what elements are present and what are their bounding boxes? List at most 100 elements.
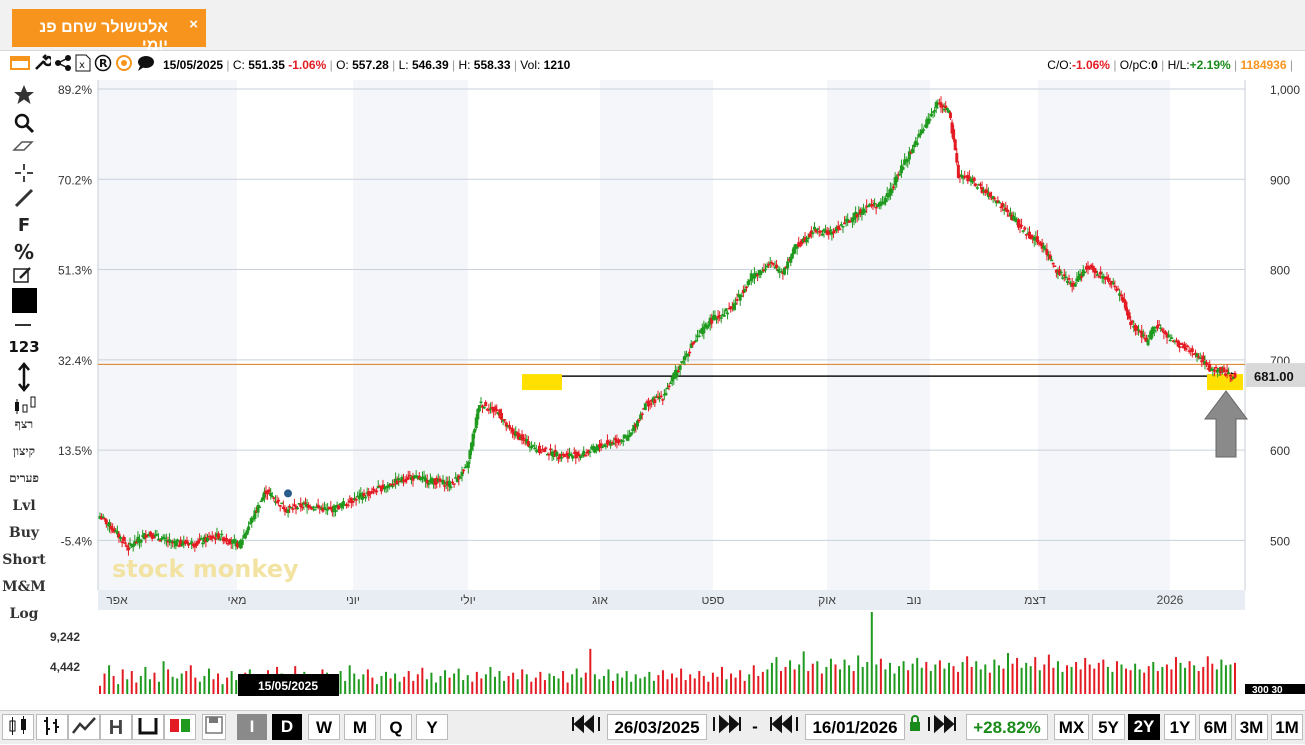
- range-5y-button[interactable]: 5Y: [1092, 714, 1125, 740]
- range-mx-button[interactable]: MX: [1054, 714, 1089, 740]
- candle-body: [942, 108, 946, 111]
- candle-body: [114, 530, 118, 532]
- candle: [771, 262, 775, 267]
- candlestick-type-button[interactable]: [2, 714, 34, 740]
- vertical-measure-icon[interactable]: [0, 362, 48, 397]
- extremes-tool[interactable]: קיצון: [13, 444, 35, 458]
- candle-body: [719, 317, 723, 319]
- lvl-tool[interactable]: Lvl: [12, 498, 36, 514]
- log-tool[interactable]: Log: [9, 606, 39, 622]
- candle: [730, 302, 734, 312]
- candle-body: [1054, 269, 1058, 273]
- candles-icon[interactable]: [0, 393, 48, 422]
- ohlc-type-button[interactable]: [36, 714, 68, 740]
- candle-body: [487, 409, 491, 411]
- short-tool[interactable]: Short: [2, 552, 46, 568]
- target-icon[interactable]: [115, 54, 133, 77]
- candle: [171, 539, 175, 548]
- heikin-type-button[interactable]: [164, 714, 196, 740]
- end-date-field[interactable]: 16/01/2026: [805, 714, 905, 740]
- candle-body: [1217, 368, 1221, 373]
- candle: [439, 479, 443, 483]
- fibonacci-tool[interactable]: F: [17, 215, 31, 236]
- candle: [952, 124, 956, 143]
- chart-tab[interactable]: × אלטשולר שחם פנ יומי: [12, 9, 206, 54]
- candle-body: [193, 545, 197, 548]
- candle: [1094, 267, 1098, 279]
- start-back-nav-icon[interactable]: [568, 714, 604, 740]
- period-quarterly-button[interactable]: Q: [380, 714, 412, 740]
- start-forward-nav-icon[interactable]: [709, 714, 745, 740]
- x-tick-label: דצמ: [1024, 593, 1046, 607]
- candle: [1015, 216, 1019, 226]
- excel-icon[interactable]: x: [75, 54, 91, 77]
- candle-body: [637, 419, 641, 422]
- range-1m-button[interactable]: 1M: [1271, 714, 1303, 740]
- candle-body: [512, 432, 516, 435]
- eraser-icon[interactable]: [0, 138, 48, 159]
- numbers-tool[interactable]: 123: [8, 338, 40, 356]
- percent-tool[interactable]: %: [13, 240, 35, 264]
- candle-body: [846, 218, 850, 223]
- candle: [779, 268, 783, 273]
- period-yearly-button[interactable]: Y: [416, 714, 448, 740]
- buy-tool[interactable]: Buy: [8, 525, 40, 541]
- zoom-icon[interactable]: [0, 112, 48, 139]
- range-1y-button[interactable]: 1Y: [1164, 714, 1196, 740]
- comment-icon[interactable]: [136, 54, 156, 77]
- trendline-icon[interactable]: [0, 187, 48, 214]
- save-icon[interactable]: [202, 714, 226, 740]
- end-forward-nav-icon[interactable]: [924, 714, 960, 740]
- candle-body: [207, 535, 211, 538]
- candle: [278, 504, 282, 512]
- candle: [115, 525, 119, 538]
- range-2y-button[interactable]: 2Y: [1128, 714, 1160, 740]
- candle-body: [427, 483, 431, 485]
- candle-body: [563, 455, 567, 458]
- crosshair-icon[interactable]: [0, 162, 48, 189]
- wrench-icon[interactable]: [33, 54, 54, 77]
- color-picker[interactable]: [12, 288, 37, 313]
- period-daily-button[interactable]: D: [272, 714, 302, 740]
- line-type-button[interactable]: [68, 714, 100, 740]
- candle: [1065, 277, 1069, 286]
- candle: [270, 491, 274, 498]
- candle: [313, 508, 317, 511]
- candle: [833, 227, 837, 234]
- start-date-field[interactable]: 26/03/2025: [607, 714, 707, 740]
- candle-body: [579, 456, 583, 458]
- share-icon[interactable]: [54, 54, 72, 77]
- range-3m-button[interactable]: 3M: [1235, 714, 1268, 740]
- star-icon[interactable]: [0, 84, 48, 111]
- candle-body: [191, 543, 195, 546]
- lock-icon[interactable]: [907, 714, 923, 740]
- price-chart[interactable]: stock monkey 89.2%70.2%51.3%32.4%13.5%-5…: [0, 80, 1305, 710]
- edit-icon[interactable]: [0, 266, 48, 289]
- period-intraday-button[interactable]: I: [237, 714, 267, 740]
- candle: [530, 441, 534, 451]
- period-weekly-button[interactable]: W: [308, 714, 340, 740]
- registered-icon[interactable]: R: [94, 54, 112, 77]
- candle: [926, 113, 930, 125]
- candle: [1100, 271, 1104, 284]
- candle: [754, 271, 758, 278]
- period-monthly-button[interactable]: M: [344, 714, 376, 740]
- candle: [759, 269, 763, 279]
- mm-tool[interactable]: M&M: [2, 579, 46, 595]
- sequence-tool[interactable]: רצף: [14, 417, 34, 431]
- hlc-type-button[interactable]: H: [100, 714, 132, 740]
- gaps-tool[interactable]: פערים: [9, 471, 39, 485]
- window-icon[interactable]: [10, 55, 30, 76]
- candle: [1211, 366, 1215, 377]
- candle: [158, 538, 162, 542]
- candle: [613, 435, 617, 447]
- range-6m-button[interactable]: 6M: [1199, 714, 1232, 740]
- volume-bar: [734, 677, 737, 694]
- candle: [893, 172, 897, 191]
- candle: [273, 495, 277, 506]
- area-type-button[interactable]: [132, 714, 164, 740]
- line-width-icon[interactable]: [0, 318, 48, 337]
- end-back-nav-icon[interactable]: [766, 714, 802, 740]
- close-tab-icon[interactable]: ×: [189, 16, 198, 33]
